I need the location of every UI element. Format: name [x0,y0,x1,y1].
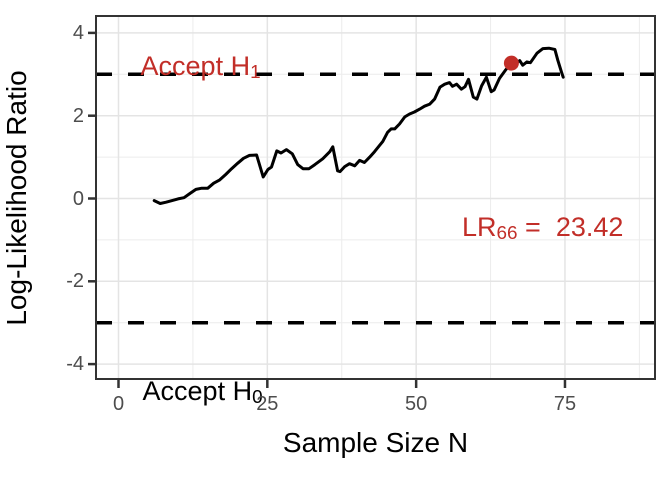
accept-h0-text: Accept H [142,375,253,406]
accept-h0-subscript: 0 [252,386,263,408]
x-tick-label: 0 [112,393,125,415]
llr-path [152,46,565,205]
y-tick-label: 4 [72,21,84,44]
accept-h1-text: Accept H [140,50,251,81]
lr-subscript: 66 [496,222,518,244]
accept-h1-subscript: 1 [250,61,261,83]
x-tick-label: 75 [553,393,577,415]
x-axis-title: Sample Size N [282,427,469,458]
lr-prefix: LR [462,211,497,242]
y-tick-label: 0 [72,187,84,210]
y-tick-label: -2 [66,270,84,293]
panel-border [95,15,656,380]
lr-suffix: = 23.42 [517,211,624,242]
x-tick-label: 25 [256,393,279,415]
accept-h0-annotation: Accept H0 [114,347,263,436]
y-tick-label: -4 [66,353,84,376]
accept-h1-annotation: Accept H1 [112,22,261,111]
x-tick-label: 50 [405,393,428,415]
y-tick-label: 2 [72,104,84,127]
lr-value-annotation: LR66 = 23.42 [432,183,623,272]
y-axis-title: Log-Likelihood Ratio [1,70,32,326]
stop-point-marker [503,55,519,71]
